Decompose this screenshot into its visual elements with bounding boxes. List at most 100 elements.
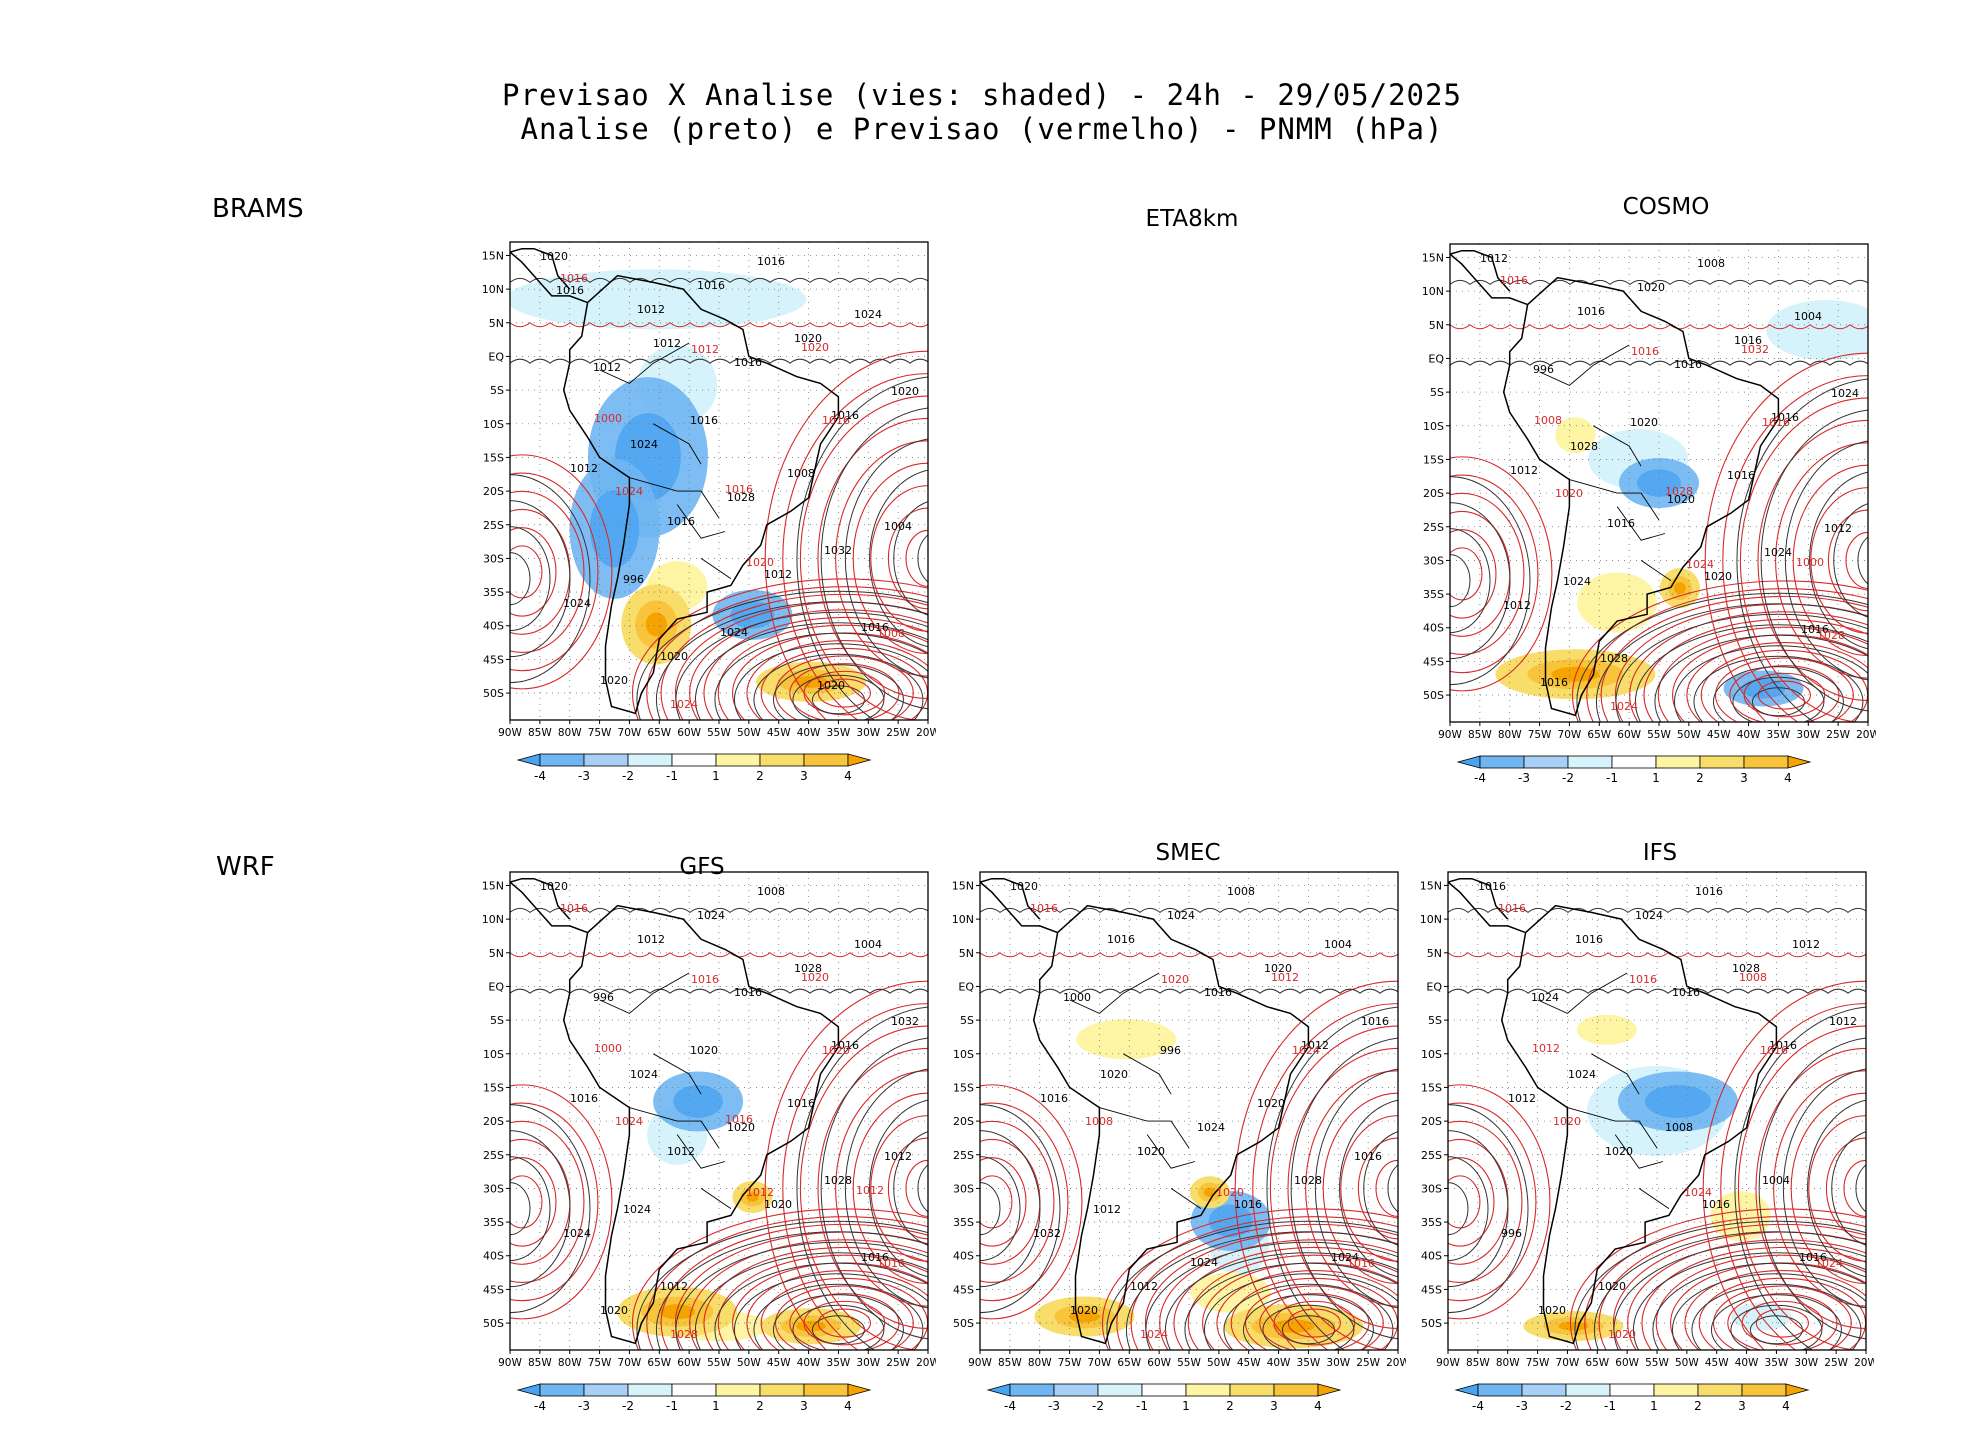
lat-tick-label: 35S [483,586,504,599]
black-contour-label: 1024 [1831,387,1859,400]
black-contour-label: 1016 [1361,1015,1389,1028]
black-contour-label: 1016 [1674,358,1702,371]
colorbar-label: -2 [1092,1399,1104,1413]
red-contour-label: 1028 [1817,629,1845,642]
colorbar-label: 3 [800,769,808,783]
lon-tick-label: 70W [1558,729,1582,741]
lon-tick-label: 25W [1356,1357,1380,1369]
red-contour-label: 1024 [1140,1328,1168,1341]
lat-tick-label: 15S [1423,453,1444,466]
black-contour-label: 1016 [1107,933,1135,946]
black-contour-label: 1016 [1607,517,1635,530]
lat-tick-label: 15S [483,451,504,464]
black-contour-label: 1012 [667,1145,695,1158]
lat-tick-label: 50S [483,687,504,700]
black-contour-label: 1020 [690,1044,718,1057]
black-contour-label: 1020 [794,332,822,345]
black-contour-label: 1024 [720,626,748,639]
lon-tick-label: 55W [1647,729,1671,741]
lon-tick-label: 35W [1765,1357,1789,1369]
black-contour-label: 1020 [540,250,568,263]
lon-tick-label: 75W [588,727,612,739]
lat-tick-label: 30S [483,552,504,565]
lat-tick-label: 45S [483,1283,504,1296]
lon-tick-label: 90W [968,1357,992,1369]
lon-tick-label: 20W [916,727,936,739]
map-panel-cosmo: 1012 1016 1016 1016 1012 1016 1020 1016 1016 1020… [1406,238,1880,808]
lat-tick-label: 20S [483,1115,504,1128]
colorbar-label: -2 [1562,771,1574,785]
red-contour-label: 1020 [1553,1115,1581,1128]
red-contour-label: 1016 [560,902,588,915]
lat-tick-label: 5N [489,947,504,960]
lon-tick-label: 85W [528,1357,552,1369]
lat-tick-label: 10S [483,1048,504,1061]
colorbar-label: 3 [800,1399,808,1413]
red-contour-label: 1016 [1631,345,1659,358]
lon-tick-label: 45W [1707,729,1731,741]
red-contour-label: 1024 [1292,1044,1320,1057]
subtitle: Analise (preto) e Previsao (vermelho) - … [520,112,1444,146]
lon-tick-label: 65W [1117,1357,1141,1369]
lat-tick-label: 10N [482,283,504,296]
lat-tick-label: 10N [482,913,504,926]
lat-tick-label: EQ [488,980,504,993]
lat-tick-label: 20S [953,1115,974,1128]
black-contour-label: 1008 [1227,885,1255,898]
colorbar-label: -1 [1604,1399,1616,1413]
black-contour-label: 1024 [630,438,658,451]
red-contour-label: 1016 [822,414,850,427]
lon-tick-label: 75W [588,1357,612,1369]
colorbar-label: 1 [712,1399,720,1413]
black-contour-label: 1012 [637,303,665,316]
lat-tick-label: 15N [952,879,974,892]
black-contour-label: 1012 [1093,1203,1121,1216]
lat-tick-label: 35S [1421,1216,1442,1229]
red-contour-label: 1024 [1610,700,1638,713]
black-contour-label: 1024 [1568,1068,1596,1081]
lat-tick-label: 30S [483,1182,504,1195]
lon-tick-label: 30W [856,727,880,739]
black-contour-label: 1012 [660,1280,688,1293]
lon-tick-label: 85W [528,727,552,739]
black-contour-label: 996 [623,573,644,586]
lat-tick-label: 10N [1420,913,1442,926]
red-contour-label: 1008 [877,627,905,640]
black-contour-label: 1020 [1538,1304,1566,1317]
black-contour-label: 996 [1533,363,1554,376]
black-contour-label: 1012 [1510,464,1538,477]
colorbar-label: -1 [666,1399,678,1413]
colorbar-label: -3 [1518,771,1530,785]
lon-tick-label: 45W [1237,1357,1261,1369]
red-contour-label: 1008 [1739,971,1767,984]
lon-tick-label: 45W [767,727,791,739]
black-contour-label: 1028 [824,1174,852,1187]
black-contour-label: 1020 [1264,962,1292,975]
black-contour-label: 1004 [1762,1174,1790,1187]
lat-tick-label: 45S [483,653,504,666]
lon-tick-label: 55W [707,1357,731,1369]
red-contour-label: 1016 [1762,416,1790,429]
black-contour-label: 1024 [1167,909,1195,922]
lon-tick-label: 40W [797,727,821,739]
red-contour-label: 1028 [670,1328,698,1341]
lon-tick-label: 60W [1147,1357,1171,1369]
main-title: Previsao X Analise (vies: shaded) - 24h … [502,78,1462,112]
lon-tick-label: 40W [1735,1357,1759,1369]
black-contour-label: 1020 [600,674,628,687]
red-contour-label: 1020 [746,556,774,569]
lat-tick-label: 30S [1421,1182,1442,1195]
lat-tick-label: 10S [1423,420,1444,433]
red-contour-label: 1024 [1684,1186,1712,1199]
lat-tick-label: 40S [953,1250,974,1263]
black-contour-label: 1020 [1257,1097,1285,1110]
lat-tick-label: 5S [490,1014,504,1027]
lon-tick-label: 65W [1585,1357,1609,1369]
black-contour-label: 1012 [653,337,681,350]
colorbar-label: 4 [1314,1399,1322,1413]
lon-tick-label: 90W [1436,1357,1460,1369]
colorbar-label: 2 [1694,1399,1702,1413]
colorbar-label: 1 [712,769,720,783]
black-contour-label: 1012 [1829,1015,1857,1028]
black-contour-label: 1016 [1799,1251,1827,1264]
